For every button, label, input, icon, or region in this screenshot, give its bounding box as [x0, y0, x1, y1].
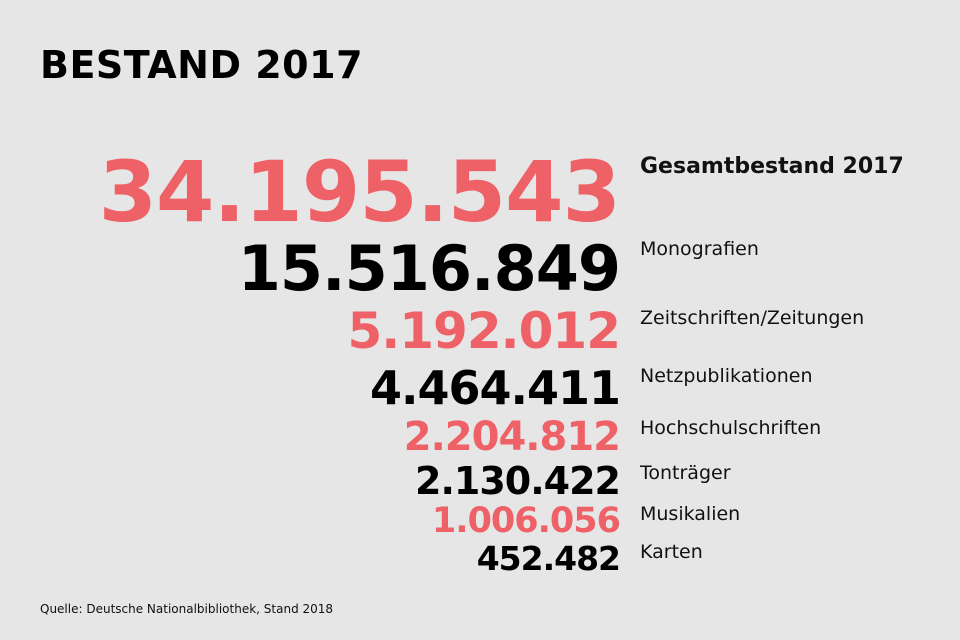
value-3: 4.464.411 [370, 361, 621, 415]
value-4: 2.204.812 [403, 414, 621, 460]
label-6: Musikalien [640, 503, 741, 525]
label-5: Tonträger [640, 462, 731, 484]
value-0: 34.195.543 [98, 143, 621, 241]
value-5: 2.130.422 [415, 459, 621, 503]
value-1: 15.516.849 [237, 232, 621, 305]
value-6: 1.006.056 [431, 501, 621, 541]
label-4: Hochschulschriften [640, 417, 822, 439]
source-note: Quelle: Deutsche Nationalbibliothek, Sta… [40, 602, 334, 616]
label-7: Karten [640, 541, 703, 563]
page-title: BESTAND 2017 [40, 43, 364, 87]
label-3: Netzpublikationen [640, 365, 813, 387]
value-7: 452.482 [476, 539, 621, 578]
label-0: Gesamtbestand 2017 [640, 154, 904, 179]
label-2: Zeitschriften/Zeitungen [640, 307, 865, 329]
label-1: Monografien [640, 238, 759, 260]
value-2: 5.192.012 [347, 302, 621, 360]
